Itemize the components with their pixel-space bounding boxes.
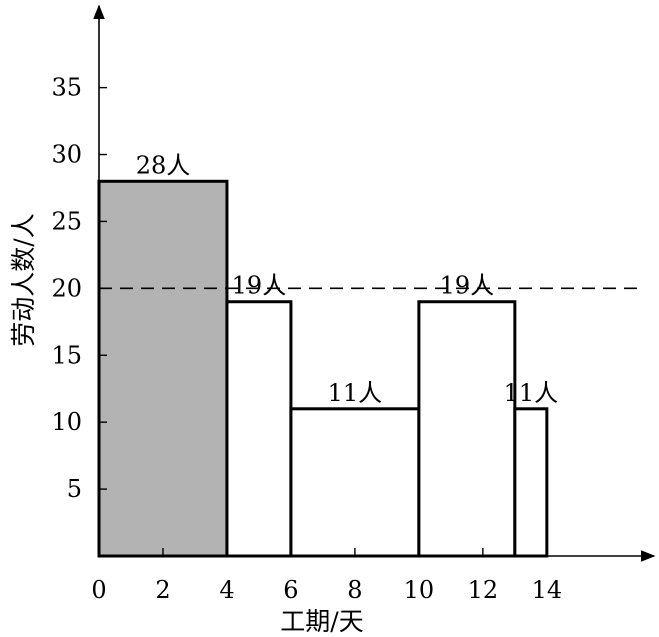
x-tick-label-0: 0 [91,576,106,604]
x-tick-label-1: 2 [155,576,170,604]
y-tick-label-4: 25 [51,207,82,235]
bar-3 [417,300,517,558]
x-tick-label-5: 10 [404,576,435,604]
bar-0 [97,179,229,558]
y-tick-label-2: 15 [51,341,82,369]
bar-label-1: 19人 [232,272,287,300]
y-tick-label-3: 20 [51,274,82,302]
bar-4 [513,407,549,558]
y-axis-title: 劳动人数/人 [9,213,38,346]
bar-label-4: 11人 [504,379,559,407]
x-tick-label-4: 8 [347,576,362,604]
bar-1 [225,300,293,558]
bar-label-2: 11人 [328,379,383,407]
x-axis-title: 工期/天 [280,607,363,636]
axes: 0 2 4 6 8 10 12 14 5 10 15 20 25 30 35 [51,4,656,604]
y-tick-label-6: 35 [51,74,82,102]
y-tick-label-0: 5 [67,475,82,503]
y-tick-label-1: 10 [51,408,82,436]
bars [97,179,549,558]
bar-labels: 28人 19人 11人 19人 11人 [136,151,558,407]
bar-label-3: 19人 [440,272,495,300]
bar-label-0: 28人 [136,151,191,179]
x-tick-label-7: 14 [532,576,563,604]
x-tick-label-3: 6 [283,576,298,604]
x-tick-label-6: 12 [468,576,499,604]
bar-2 [289,407,421,558]
y-tick-label-5: 30 [51,141,82,169]
x-tick-label-2: 4 [219,576,234,604]
